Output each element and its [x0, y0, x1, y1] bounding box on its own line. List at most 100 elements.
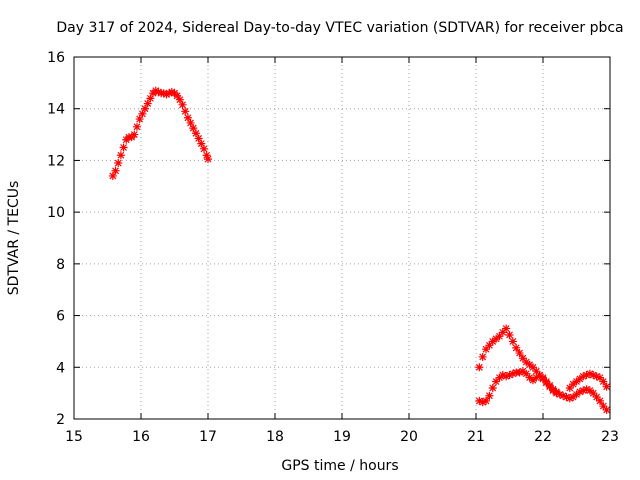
x-tick-label: 17	[199, 429, 217, 445]
x-tick-label: 18	[266, 429, 284, 445]
data-point	[559, 391, 568, 400]
data-point	[545, 381, 554, 390]
plot-frame	[73, 56, 611, 420]
data-point	[532, 367, 541, 376]
data-point	[138, 109, 147, 118]
x-tick-label: 19	[333, 429, 351, 445]
data-point	[204, 155, 212, 164]
data-point	[512, 343, 521, 352]
data-point	[482, 345, 491, 354]
data-point	[555, 390, 564, 399]
data-point	[579, 386, 588, 395]
data-point	[565, 383, 574, 392]
data-point	[159, 89, 168, 98]
data-point	[505, 330, 514, 339]
data-point	[197, 139, 206, 148]
data-point	[191, 129, 200, 138]
data-point	[502, 372, 511, 381]
data-point	[565, 394, 574, 403]
x-tick-label: 16	[132, 429, 150, 445]
data-point	[482, 396, 491, 405]
data-point	[498, 328, 507, 337]
x-tick-label: 21	[467, 429, 485, 445]
y-tick-label: 12	[47, 153, 65, 169]
data-point	[175, 95, 184, 104]
data-point	[167, 87, 176, 96]
data-point	[599, 402, 608, 411]
data-point	[592, 372, 601, 381]
data-point	[595, 396, 604, 405]
data-point	[599, 377, 608, 386]
data-point	[178, 100, 187, 109]
data-point	[478, 398, 487, 407]
data-point	[194, 134, 203, 143]
data-point	[162, 90, 171, 99]
data-point	[589, 371, 598, 380]
data-point	[495, 332, 504, 341]
data-point	[189, 124, 198, 133]
data-point	[114, 159, 123, 168]
data-point	[508, 369, 517, 378]
data-point	[485, 391, 494, 400]
data-point	[582, 371, 591, 380]
data-point	[108, 171, 117, 180]
data-point	[130, 130, 139, 139]
data-point	[165, 89, 174, 98]
data-point	[522, 369, 531, 378]
y-tick-label: 2	[56, 412, 65, 428]
y-tick-label: 8	[56, 257, 65, 273]
data-point	[518, 354, 527, 363]
data-point	[475, 396, 484, 405]
data-point	[173, 91, 182, 100]
data-point	[602, 382, 611, 391]
chart-title: Day 317 of 2024, Sidereal Day-to-day VTE…	[56, 20, 623, 36]
data-point	[154, 87, 163, 96]
data-point	[146, 94, 155, 103]
data-point	[515, 349, 524, 358]
x-axis-ticks: 15 16 17 18 19 20 21 22 23	[65, 57, 619, 445]
data-point	[582, 385, 591, 394]
data-point	[475, 363, 484, 372]
data-point	[505, 371, 514, 380]
grid-lines	[74, 57, 610, 419]
data-point	[151, 86, 160, 95]
data-point	[183, 113, 192, 122]
data-point	[575, 387, 584, 396]
y-tick-label: 4	[56, 360, 65, 376]
x-axis-label: GPS time / hours	[281, 458, 398, 474]
data-point	[585, 369, 594, 378]
data-point	[132, 122, 141, 131]
data-point	[515, 368, 524, 377]
x-tick-label: 15	[65, 429, 83, 445]
data-point	[181, 107, 190, 116]
data-points	[108, 86, 611, 414]
data-point	[199, 144, 208, 153]
y-axis-label: SDTVAR / TECUs	[6, 181, 22, 296]
y-tick-label: 14	[47, 102, 65, 118]
y-tick-label: 16	[47, 50, 65, 66]
data-point	[186, 118, 195, 127]
x-tick-label: 23	[601, 429, 619, 445]
data-point	[111, 166, 120, 175]
data-point	[542, 377, 551, 386]
data-point	[595, 373, 604, 382]
data-point	[589, 389, 598, 398]
data-point	[119, 143, 128, 152]
data-point	[602, 405, 611, 414]
y-tick-label: 6	[56, 309, 65, 325]
data-point	[202, 151, 211, 160]
data-point	[116, 151, 125, 160]
data-point	[143, 99, 152, 108]
x-tick-label: 22	[534, 429, 552, 445]
data-point	[485, 341, 494, 350]
y-axis-ticks: 2 4 6 8 10 12 14 16	[47, 50, 610, 428]
data-point	[592, 393, 601, 402]
data-point	[488, 383, 497, 392]
data-point	[502, 324, 511, 333]
y-tick-label: 10	[47, 205, 65, 221]
data-point	[141, 104, 150, 113]
data-point	[498, 371, 507, 380]
data-point	[135, 115, 144, 124]
data-point	[562, 393, 571, 402]
